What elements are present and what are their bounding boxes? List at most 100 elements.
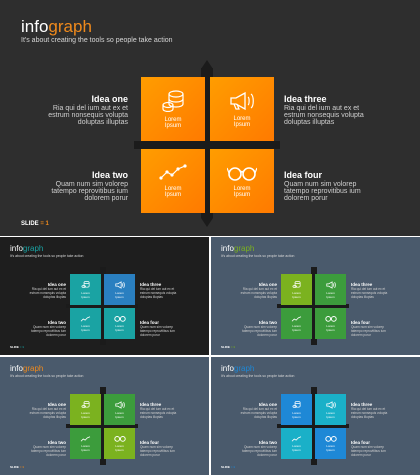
tile-idea-four[interactable]: Lorem Ipsum xyxy=(210,149,274,213)
thumbnail-slate-blue[interactable]: infograph It's about creating the tools s… xyxy=(211,357,420,475)
idea: Idea one Ria qui del ium aut ex et estru… xyxy=(6,402,66,419)
tile[interactable]: Lorem Ipsum xyxy=(104,274,135,305)
main-slide[interactable]: infograph It's about creating the tools … xyxy=(0,0,420,236)
tile-label-line2: Ipsum xyxy=(292,294,301,299)
tile[interactable]: Lorem Ipsum xyxy=(70,394,101,425)
horizontal-spine xyxy=(134,141,280,149)
chart-line-icon xyxy=(291,435,302,442)
logo-info: info xyxy=(221,364,234,373)
idea-body-line1: Quam num sim volorep xyxy=(244,445,277,449)
glasses-icon xyxy=(113,436,126,442)
idea-title: Idea three xyxy=(351,402,373,407)
chart-line-icon xyxy=(159,164,187,180)
logo: infograph xyxy=(10,244,43,253)
slide-number-value: 1 xyxy=(233,345,235,349)
tile-label-line2: Ipsum xyxy=(326,294,335,299)
tile[interactable]: Lorem Ipsum xyxy=(315,308,346,339)
idea: Idea two Quam num sim volorep tatempo re… xyxy=(217,320,277,337)
slide-number: SLIDE = 1 xyxy=(10,465,24,469)
idea-body-line1: Quam num sim volorep xyxy=(244,325,277,329)
tile-label-line2: Ipsum xyxy=(81,327,90,332)
tile-label-line1: Lorem xyxy=(115,290,124,295)
tile-label-line2: Ipsum xyxy=(326,414,335,419)
tile-label-line1: Lorem xyxy=(81,443,90,448)
idea-body-line3: dolorem porur xyxy=(351,453,371,457)
idea-body-line2: estrum nonsequis volupta xyxy=(140,411,177,415)
logo: infograph xyxy=(21,17,92,37)
tile[interactable]: Lorem Ipsum xyxy=(104,394,135,425)
slide-number-value: 1 xyxy=(45,221,49,227)
idea-body-line1: Quam num sim volorep xyxy=(33,325,66,329)
logo-graph: graph xyxy=(22,244,44,253)
idea: Idea one Ria qui del ium aut ex et estru… xyxy=(217,402,277,419)
logo-graph: graph xyxy=(48,17,92,36)
logo: infograph xyxy=(10,364,43,373)
idea-body-line1: Quam num sim volorep xyxy=(140,445,173,449)
tile-label-line2: Ipsum xyxy=(292,327,301,332)
slide-label: SLIDE xyxy=(10,465,19,469)
idea-title: Idea one xyxy=(91,94,128,104)
tile[interactable]: Lorem Ipsum xyxy=(315,394,346,425)
idea-title: Idea two xyxy=(47,320,66,325)
idea-body-line3: doluptas illuptas xyxy=(351,295,374,299)
slide-number: SLIDE = 1 xyxy=(10,345,24,349)
logo-info: info xyxy=(10,364,23,373)
tile[interactable]: Lorem Ipsum xyxy=(104,428,135,459)
tile[interactable]: Lorem Ipsum xyxy=(281,274,312,305)
idea-body-line2: tatempo reprovitibus ium xyxy=(242,329,277,333)
tile-idea-one[interactable]: Lorem Ipsum xyxy=(141,77,205,141)
slide-label: SLIDE xyxy=(10,345,19,349)
idea-title: Idea one xyxy=(258,402,277,407)
tile[interactable]: Lorem Ipsum xyxy=(281,428,312,459)
tile[interactable]: Lorem Ipsum xyxy=(281,394,312,425)
horizontal-spine xyxy=(66,304,138,308)
tile-label-line1: Lorem xyxy=(81,410,90,415)
idea-body-line1: Ria qui del ium aut ex et xyxy=(242,407,277,411)
tile-label-line1: Lorem xyxy=(81,290,90,295)
idea-title: Idea three xyxy=(140,402,162,407)
idea-body-line3: doluptas illuptas xyxy=(77,119,128,126)
idea: Idea one Ria qui del ium aut ex et estru… xyxy=(6,282,66,299)
coins-icon xyxy=(81,400,90,408)
tile-label-line1: Lorem xyxy=(115,444,124,448)
thumbnail-dark-teal[interactable]: infograph It's about creating the tools s… xyxy=(0,237,209,355)
logo-graph: graph xyxy=(233,364,255,373)
tile-idea-two[interactable]: Lorem Ipsum xyxy=(141,149,205,213)
thumbnail-slate-lime[interactable]: infograph It's about creating the tools s… xyxy=(0,357,209,475)
thumbnail-slate-green[interactable]: infograph It's about creating the tools s… xyxy=(211,237,420,355)
idea-body-line3: dolorem porur xyxy=(46,453,66,457)
slide-number: SLIDE = 1 xyxy=(21,221,49,227)
coins-icon xyxy=(292,400,301,408)
coins-icon xyxy=(162,89,184,112)
idea-body-line1: Quam num sim volorep xyxy=(140,325,173,329)
tile-label-line2: Ipsum xyxy=(292,414,301,419)
tile[interactable]: Lorem Ipsum xyxy=(70,308,101,339)
megaphone-icon xyxy=(325,400,336,409)
idea-body-line1: Quam num sim volorep xyxy=(33,445,66,449)
tile-idea-three[interactable]: Lorem Ipsum xyxy=(210,77,274,141)
tile[interactable]: Lorem Ipsum xyxy=(315,428,346,459)
idea-body-line3: doluptas illuptas xyxy=(140,415,163,419)
glasses-icon xyxy=(324,316,337,322)
idea-body-line3: doluptas illuptas xyxy=(351,415,374,419)
slide-label: SLIDE xyxy=(21,221,39,227)
tile[interactable]: Lorem Ipsum xyxy=(104,308,135,339)
idea-body-line1: Ria qui del ium aut ex et xyxy=(140,287,175,291)
idea-title: Idea two xyxy=(258,440,277,445)
idea-body-line2: tatempo reprovitibus ium xyxy=(31,449,66,453)
tile-label-line1: Lorem xyxy=(326,324,335,328)
slide-number: SLIDE = 1 xyxy=(221,345,235,349)
megaphone-icon xyxy=(114,400,125,409)
tile[interactable]: Lorem Ipsum xyxy=(70,428,101,459)
tile[interactable]: Lorem Ipsum xyxy=(70,274,101,305)
idea-title: Idea four xyxy=(351,320,371,325)
tile-label-line2: Ipsum xyxy=(233,121,251,128)
megaphone-icon xyxy=(114,280,125,289)
idea-title: Idea two xyxy=(47,440,66,445)
coins-icon xyxy=(81,280,90,288)
tile[interactable]: Lorem Ipsum xyxy=(281,308,312,339)
idea: Idea two Quam num sim volorep tatempo re… xyxy=(6,440,66,457)
tile[interactable]: Lorem Ipsum xyxy=(315,274,346,305)
tile-label-line1: Lorem xyxy=(326,290,335,295)
idea-body-line3: doluptas illuptas xyxy=(254,415,277,419)
